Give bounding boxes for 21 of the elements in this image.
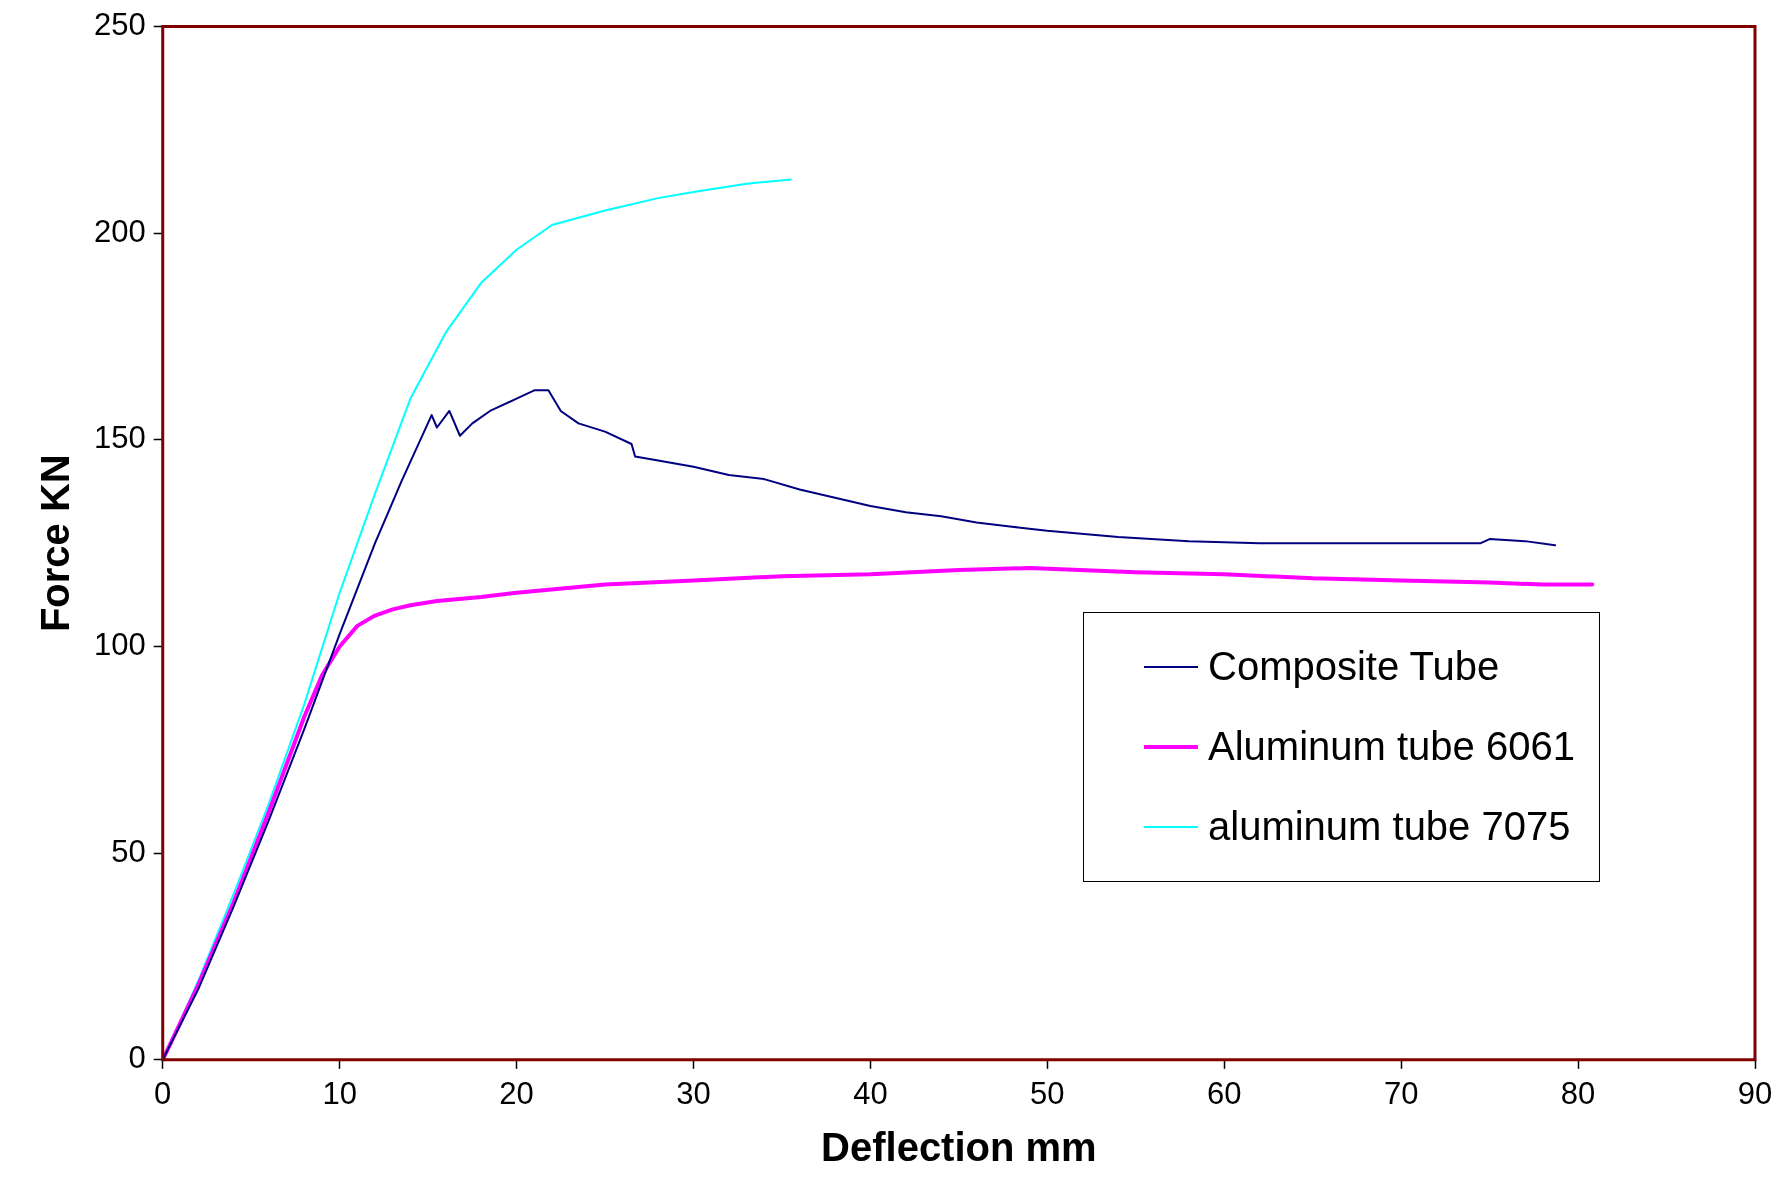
y-tick-label: 200 [93,213,146,249]
x-tick-label: 60 [1207,1075,1242,1111]
legend-label: Composite Tube [1208,644,1500,690]
legend-label: Aluminum tube 6061 [1208,724,1575,770]
x-tick-label: 90 [1737,1075,1773,1111]
x-tick-label: 20 [499,1075,534,1111]
x-tick-label: 10 [322,1075,357,1111]
x-axis-title: Deflection mm [821,1125,1097,1170]
y-axis-title: Force KN [33,454,78,633]
y-tick-label: 50 [111,833,146,869]
y-tick-label: 150 [93,420,146,456]
x-tick-label: 70 [1383,1075,1419,1111]
legend-label: aluminum tube 7075 [1208,804,1571,850]
x-tick-label: 40 [853,1075,888,1111]
x-tick-label: 80 [1560,1075,1596,1111]
y-tick-label: 100 [93,627,146,663]
x-tick-label: 30 [676,1075,711,1111]
x-tick-label: 0 [154,1075,172,1111]
y-tick-label: 250 [93,7,146,43]
y-tick-label: 0 [128,1040,146,1076]
x-tick-label: 50 [1030,1075,1065,1111]
